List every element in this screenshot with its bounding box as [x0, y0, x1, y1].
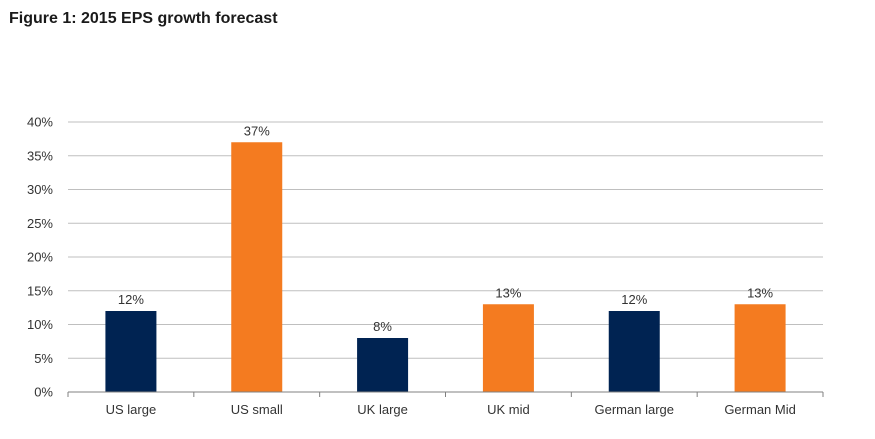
y-tick-label: 10% — [27, 317, 53, 332]
bar-value-label: 13% — [747, 285, 773, 300]
x-tick-label: US large — [106, 402, 157, 417]
x-tick-label: UK large — [357, 402, 408, 417]
bar-value-label: 12% — [118, 292, 144, 307]
y-tick-label: 0% — [34, 385, 53, 400]
x-tick-label: US small — [231, 402, 283, 417]
y-axis-tick-labels: 0% 5% 10% 15% 20% 25% 30% 35% 40% — [27, 115, 53, 400]
bar — [482, 304, 534, 392]
bar — [734, 304, 786, 392]
bar — [608, 311, 660, 392]
bar — [231, 142, 283, 392]
bar — [105, 311, 157, 392]
y-tick-label: 30% — [27, 182, 53, 197]
x-axis-tick-labels: US large US small UK large UK mid German lar… — [106, 402, 796, 417]
x-tick-label: German large — [595, 402, 674, 417]
y-tick-label: 20% — [27, 250, 53, 265]
y-tick-label: 5% — [34, 351, 53, 366]
data-labels: 12% 37% 8% 13% 12% 13% — [118, 123, 774, 334]
gridlines — [68, 121, 823, 359]
figure-title: Figure 1: 2015 EPS growth forecast — [9, 10, 278, 27]
bar-value-label: 12% — [621, 292, 647, 307]
x-tick-label: German Mid — [724, 402, 796, 417]
y-tick-label: 40% — [27, 115, 53, 130]
y-tick-label: 25% — [27, 216, 53, 231]
bar — [357, 338, 409, 392]
bars — [105, 142, 786, 392]
x-axis — [67, 391, 824, 397]
x-tick-label: UK mid — [487, 402, 530, 417]
bar-value-label: 8% — [373, 319, 392, 334]
y-tick-label: 15% — [27, 283, 53, 298]
y-tick-label: 35% — [27, 148, 53, 163]
bar-value-label: 37% — [244, 123, 270, 138]
bar-value-label: 13% — [495, 285, 521, 300]
